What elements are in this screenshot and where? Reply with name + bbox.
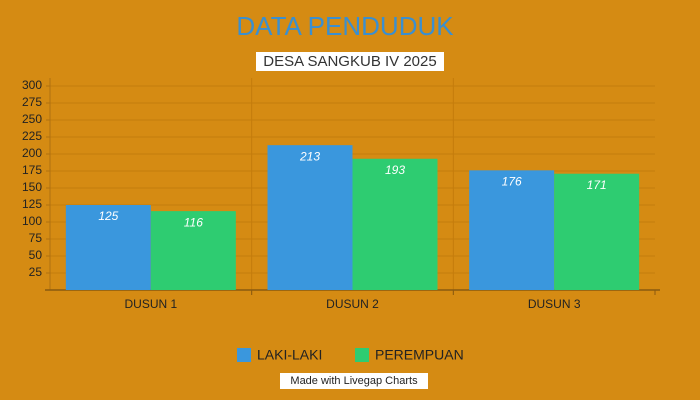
value-label: 125 bbox=[98, 209, 118, 223]
y-tick-label: 50 bbox=[29, 248, 43, 262]
x-tick-label: DUSUN 1 bbox=[124, 297, 177, 311]
x-tick-label: DUSUN 3 bbox=[528, 297, 581, 311]
value-label: 116 bbox=[184, 215, 203, 229]
x-tick-label: DUSUN 2 bbox=[326, 297, 379, 311]
y-tick-label: 125 bbox=[22, 197, 42, 211]
bar bbox=[554, 173, 640, 290]
y-tick-label: 275 bbox=[22, 95, 42, 109]
legend-swatch bbox=[355, 348, 369, 362]
credit-box bbox=[280, 373, 428, 389]
value-label: 171 bbox=[587, 178, 607, 192]
y-tick-label: 250 bbox=[22, 112, 42, 126]
y-tick-label: 225 bbox=[22, 129, 42, 143]
y-tick-label: 300 bbox=[22, 78, 42, 92]
y-tick-label: 25 bbox=[29, 265, 43, 279]
value-label: 213 bbox=[299, 149, 320, 163]
subtitle-box bbox=[256, 52, 444, 71]
bar bbox=[65, 205, 151, 290]
bar bbox=[469, 170, 555, 290]
y-tick-label: 175 bbox=[22, 163, 42, 177]
legend-label: LAKI-LAKI bbox=[257, 347, 322, 363]
legend-label: PEREMPUAN bbox=[375, 347, 464, 363]
bar bbox=[150, 211, 236, 290]
chart-subtitle: DESA SANGKUB IV 2025 bbox=[263, 53, 436, 70]
y-tick-label: 100 bbox=[22, 214, 42, 228]
y-tick-label: 150 bbox=[22, 180, 42, 194]
value-label: 193 bbox=[385, 163, 405, 177]
bar bbox=[267, 145, 353, 290]
value-label: 176 bbox=[502, 174, 522, 188]
y-tick-label: 75 bbox=[29, 231, 43, 245]
legend-swatch bbox=[237, 348, 251, 362]
bar bbox=[352, 158, 438, 290]
y-tick-label: 200 bbox=[22, 146, 42, 160]
chart-title: DATA PENDUDUK bbox=[236, 11, 454, 41]
credit: Made with Livegap Charts bbox=[290, 375, 418, 387]
